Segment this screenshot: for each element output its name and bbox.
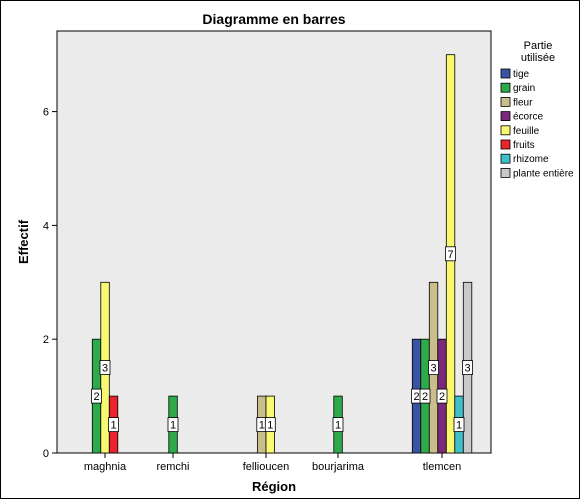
- data-label-value: 1: [110, 420, 116, 432]
- data-label-box: [91, 388, 102, 404]
- data-label-box: [462, 360, 473, 376]
- legend-label: rhizome: [513, 154, 549, 165]
- data-label: 1: [108, 417, 119, 433]
- legend-swatch: [500, 82, 511, 93]
- data-label-value: 3: [464, 363, 470, 375]
- data-label-box: [453, 417, 465, 433]
- x-tick-label: remchi: [156, 461, 189, 473]
- data-label-box: [436, 388, 448, 404]
- data-label-box: [108, 417, 119, 433]
- data-label-value: 2: [439, 391, 445, 403]
- y-tick-label: 2: [43, 334, 49, 346]
- data-label: 1: [167, 417, 179, 433]
- data-label-box: [428, 360, 439, 376]
- data-label: 1: [453, 417, 465, 433]
- data-label-box: [445, 246, 456, 262]
- data-label: 1: [332, 417, 344, 433]
- data-label: 1: [264, 417, 276, 433]
- y-tick-label: 0: [43, 448, 49, 460]
- legend-title: Partie utilisée: [521, 40, 555, 64]
- legend-swatch: [500, 139, 511, 150]
- x-tick-label: fellioucen: [243, 461, 289, 473]
- data-label-box: [419, 388, 431, 404]
- legend-label: fruits: [513, 140, 535, 151]
- data-label-box: [167, 417, 179, 433]
- data-label-value: 3: [102, 363, 108, 375]
- data-label-value: 1: [170, 420, 176, 432]
- data-label-value: 1: [335, 420, 341, 432]
- y-tick-label: 4: [43, 220, 49, 232]
- legend-swatch: [500, 167, 511, 178]
- x-tick-label: bourjarima: [312, 461, 365, 473]
- data-label-value: 1: [456, 420, 462, 432]
- x-axis-title: Région: [252, 479, 296, 494]
- data-label-value: 2: [422, 391, 428, 403]
- legend-swatch: [500, 68, 511, 79]
- data-label-value: 2: [93, 391, 99, 403]
- legend-swatch: [500, 111, 511, 121]
- data-label-value: 7: [447, 249, 453, 261]
- legend-label: feuille: [513, 126, 540, 137]
- legend-label: plante entière: [513, 168, 574, 179]
- data-label-value: 3: [430, 363, 436, 375]
- legend-label: fleur: [513, 97, 533, 108]
- data-label: 3: [428, 360, 439, 376]
- data-label: 3: [99, 360, 111, 376]
- data-label-box: [264, 417, 276, 433]
- data-label-value: 1: [259, 420, 265, 432]
- axes-layer: 0 2 4 6 maghnia remchi fellioucen bourjarima tle…: [43, 107, 461, 473]
- x-tick-label: maghnia: [84, 461, 127, 473]
- data-label: 2: [436, 388, 448, 404]
- legend-label: écorce: [513, 112, 543, 123]
- y-axis-title: Effectif: [16, 219, 31, 264]
- data-label: 3: [462, 360, 473, 376]
- data-label-value: 2: [413, 391, 419, 403]
- legend: Partie utilisée tige grain fleur écorce feuil…: [500, 40, 574, 179]
- chart-title: Diagramme en barres: [202, 11, 345, 27]
- y-tick-label: 6: [43, 107, 49, 119]
- legend-swatch: [500, 125, 511, 136]
- legend-swatch: [500, 97, 511, 107]
- data-label-box: [99, 360, 111, 376]
- data-label: 2: [91, 388, 102, 404]
- data-label-box: [332, 417, 344, 433]
- data-label: 2: [419, 388, 431, 404]
- x-tick-label: tlemcen: [423, 461, 462, 473]
- data-label: 7: [445, 246, 456, 262]
- data-label-value: 1: [267, 420, 273, 432]
- legend-label: grain: [513, 83, 535, 94]
- legend-swatch: [500, 153, 511, 164]
- legend-label: tige: [513, 69, 530, 80]
